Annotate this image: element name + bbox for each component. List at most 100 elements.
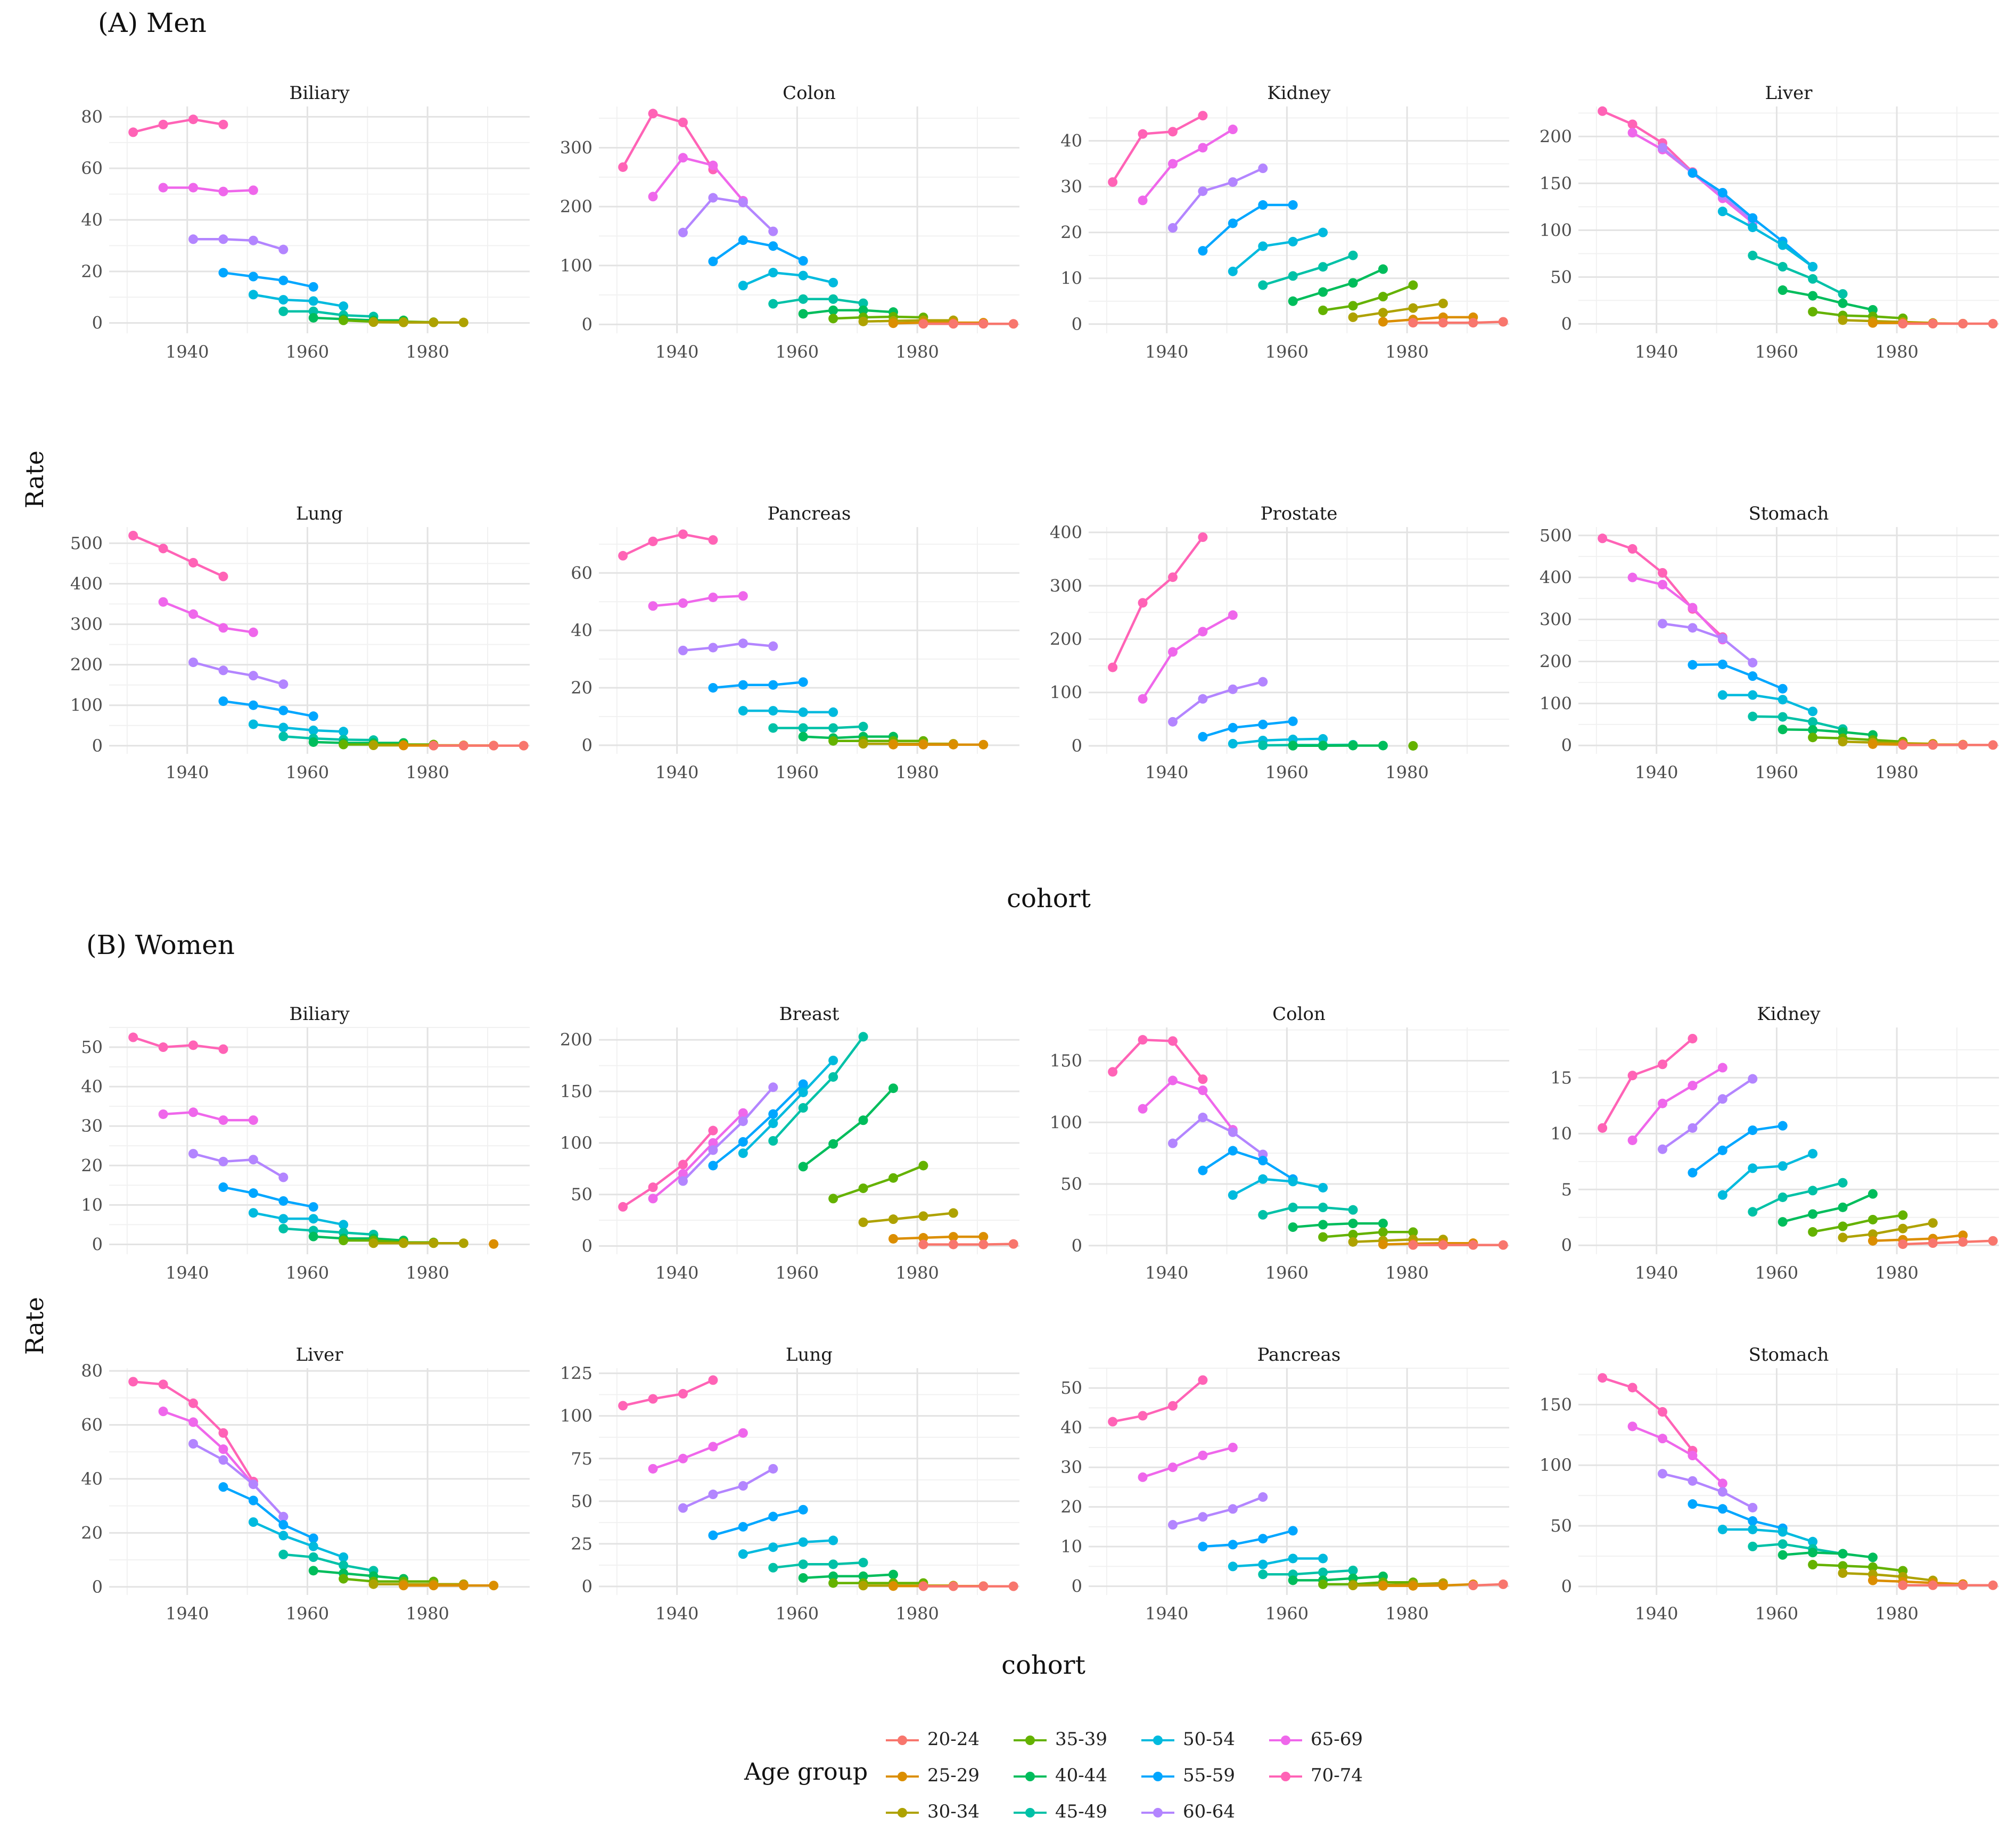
x-tick-label: 1940 [655, 342, 698, 362]
series-55-59-point [278, 705, 289, 715]
series-45-49-point [1348, 1205, 1358, 1215]
series-55-59-point [1258, 200, 1268, 210]
series-65-69-line [1142, 1446, 1233, 1478]
legend-item-25-29: 25-29 [884, 1765, 980, 1786]
series-35-39-point [1378, 292, 1388, 302]
y-tick-label: 0 [1561, 314, 1572, 334]
series-30-34-line [1842, 1572, 1933, 1582]
series-50-54-line [253, 293, 344, 308]
series-60-64-point [1717, 634, 1727, 644]
series-50-54-point [1717, 690, 1727, 700]
series-40-44-point [1318, 1220, 1328, 1230]
series-55-59-point [218, 696, 228, 706]
legend-item-40-44: 40-44 [1011, 1765, 1107, 1786]
series-30-34-point [368, 1238, 378, 1248]
series-30-34-point [1838, 1568, 1848, 1578]
series-70-74-point [218, 1044, 228, 1054]
series-45-49-line [1262, 1206, 1353, 1216]
x-tick-label: 1940 [1145, 342, 1188, 362]
series-40-44-line [803, 735, 893, 739]
y-tick-label: 0 [582, 314, 593, 334]
series-65-69-point [1168, 159, 1178, 169]
series-70-74-point [678, 117, 688, 127]
panel-title: Lung [786, 1344, 833, 1366]
y-tick-label: 10 [1550, 1123, 1572, 1144]
series-65-69-point [218, 1115, 228, 1125]
series-30-34-point [888, 1214, 898, 1224]
series-55-59-point [708, 1530, 718, 1540]
series-50-54-point [798, 1087, 808, 1097]
series-55-59-line [223, 271, 314, 289]
series-55-59-point [248, 272, 258, 282]
series-30-34-point [399, 1238, 408, 1248]
series-45-49-point [1838, 1178, 1848, 1188]
series-40-44-point [308, 737, 318, 747]
series-70-74-line [1602, 1377, 1694, 1452]
y-tick-label: 5 [1561, 1179, 1572, 1199]
panel-a-men-lung: 1940 1960 1980 0 100 200 300 400 500 Lung [70, 503, 530, 783]
series-35-39-line [1813, 1563, 1903, 1572]
series-45-49-point [1318, 1567, 1328, 1577]
series-65-69-point [1138, 1472, 1148, 1482]
series-20-24-line [1903, 1239, 1993, 1246]
series-30-34-point [858, 1217, 868, 1227]
series-45-49-point [828, 723, 838, 733]
series-70-74-point [1198, 1375, 1208, 1385]
y-tick-label: 40 [571, 620, 593, 640]
series-60-64-point [1168, 717, 1178, 727]
series-55-59-line [1692, 663, 1783, 690]
series-65-69-line [163, 186, 253, 193]
y-tick-label: 40 [81, 1469, 103, 1489]
series-70-74-point [618, 550, 628, 561]
y-tick-label: 400 [70, 574, 103, 594]
series-25-29-point [1408, 1581, 1418, 1591]
series-50-54-point [1288, 1177, 1298, 1187]
x-tick-label: 1980 [895, 762, 939, 783]
series-20-24-point [978, 1581, 989, 1591]
series-70-74-point [128, 127, 138, 137]
series-55-59-point [768, 1511, 778, 1522]
series-65-69-point [1658, 1098, 1667, 1108]
series-20-24-point [1468, 318, 1478, 328]
series-40-44-point [1868, 1552, 1878, 1562]
series-45-49-point [278, 1549, 289, 1559]
series-20-24-point [1898, 1580, 1908, 1590]
series-35-39-point [1808, 733, 1818, 743]
series-55-59-point [1717, 1145, 1727, 1155]
series-60-64-point [1168, 223, 1178, 233]
series-70-74-point [708, 1125, 718, 1136]
series-20-24-point [1498, 1240, 1508, 1250]
y-tick-label: 500 [1540, 525, 1572, 546]
panel-title: Kidney [1267, 83, 1331, 104]
series-50-54-point [1258, 241, 1268, 251]
y-tick-label: 0 [1072, 736, 1082, 756]
series-65-69-point [1198, 1450, 1208, 1460]
series-50-54-point [1258, 1174, 1268, 1184]
x-tick-label: 1960 [286, 762, 329, 783]
y-tick-label: 30 [81, 1116, 103, 1136]
series-70-74-point [1658, 568, 1667, 578]
series-20-24-line [1473, 1583, 1503, 1587]
legend-label: 30-34 [927, 1801, 980, 1822]
panel-title: Stomach [1749, 1344, 1829, 1366]
series-65-69-line [653, 595, 744, 607]
series-55-59-point [308, 711, 318, 721]
series-60-64-point [678, 227, 688, 237]
series-20-24-point [1958, 740, 1968, 750]
series-20-24-point [1928, 319, 1938, 329]
x-tick-label: 1940 [1145, 1603, 1188, 1624]
series-65-69-point [1198, 1085, 1208, 1096]
series-55-59-point [1258, 1156, 1268, 1166]
y-tick-label: 50 [1060, 1378, 1082, 1398]
series-65-69-point [648, 1194, 658, 1204]
series-55-59-point [1228, 722, 1238, 733]
y-tick-label: 40 [1060, 1418, 1082, 1438]
y-tick-label: 30 [1060, 1457, 1082, 1477]
y-tick-label: 200 [70, 655, 103, 675]
series-45-49-point [278, 306, 289, 316]
series-60-64-point [738, 1481, 748, 1491]
series-45-49-point [828, 294, 838, 304]
series-40-44-point [1288, 296, 1298, 306]
series-50-54-point [339, 727, 349, 737]
y-tick-label: 40 [1060, 131, 1082, 151]
